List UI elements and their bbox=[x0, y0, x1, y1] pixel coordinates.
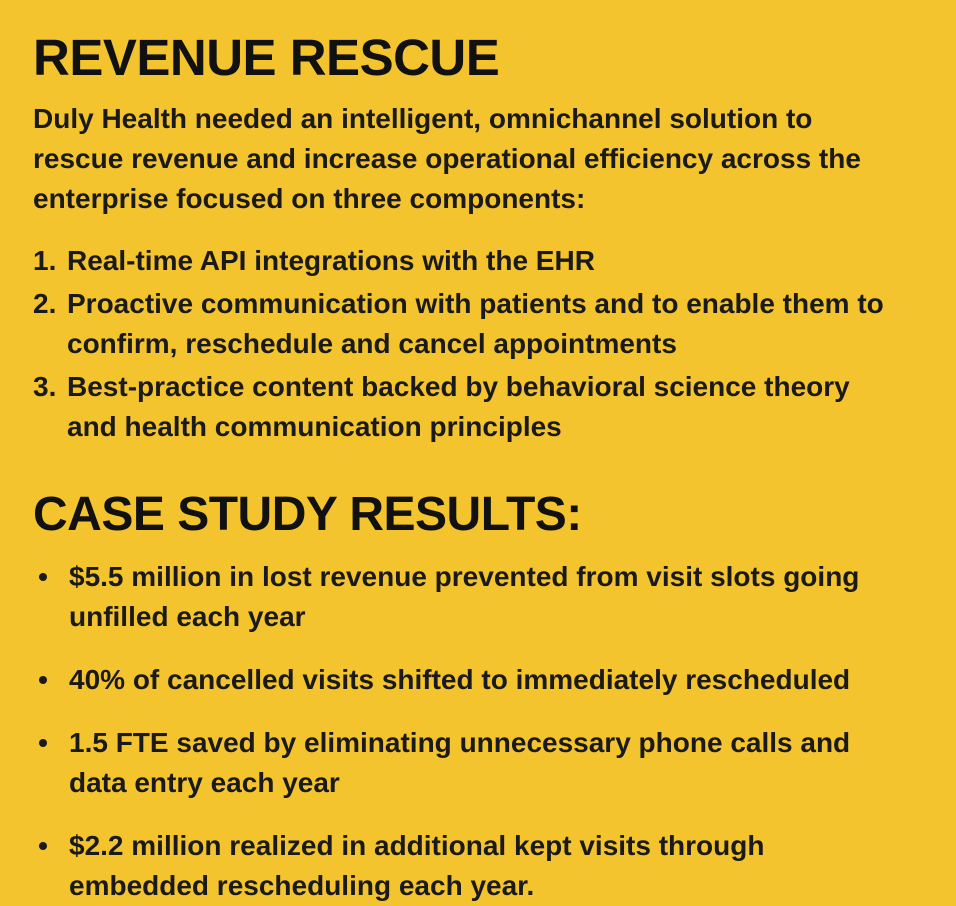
bullet-icon bbox=[39, 739, 47, 747]
list-item-text: Proactive communication with patients an… bbox=[67, 288, 884, 359]
list-item-number: 1. bbox=[33, 245, 57, 276]
list-item: $5.5 million in lost revenue prevented f… bbox=[33, 557, 906, 637]
revenue-rescue-title: REVENUE RESCUE bbox=[33, 29, 500, 86]
list-item-number: 2. bbox=[33, 288, 57, 319]
components-list: 1. Real-time API integrations with the E… bbox=[33, 241, 906, 447]
bullet-icon bbox=[39, 676, 47, 684]
bullet-text: 1.5 FTE saved by eliminating unnecessary… bbox=[69, 727, 851, 798]
bullet-text: $2.2 million realized in additional kept… bbox=[69, 830, 765, 901]
revenue-rescue-panel: REVENUE RESCUE Duly Health needed an int… bbox=[33, 29, 906, 901]
case-study-results-title: CASE STUDY RESULTS: bbox=[33, 488, 582, 541]
list-item: 3. Best-practice content backed by behav… bbox=[33, 367, 906, 447]
list-item-number: 3. bbox=[33, 371, 57, 402]
list-item: 40% of cancelled visits shifted to immed… bbox=[33, 660, 906, 700]
bullet-icon bbox=[39, 573, 47, 581]
list-item: $2.2 million realized in additional kept… bbox=[33, 826, 906, 906]
list-item: 1. Real-time API integrations with the E… bbox=[33, 241, 906, 281]
list-item-text: Real-time API integrations with the EHR bbox=[67, 245, 595, 276]
list-item: 1.5 FTE saved by eliminating unnecessary… bbox=[33, 723, 906, 803]
bullet-text: $5.5 million in lost revenue prevented f… bbox=[69, 561, 860, 632]
bullet-icon bbox=[39, 842, 47, 850]
list-item: 2. Proactive communication with patients… bbox=[33, 284, 906, 364]
bullet-text: 40% of cancelled visits shifted to immed… bbox=[69, 664, 851, 695]
intro-paragraph: Duly Health needed an intelligent, omnic… bbox=[33, 103, 861, 214]
results-list: $5.5 million in lost revenue prevented f… bbox=[33, 557, 906, 906]
list-item-text: Best-practice content backed by behavior… bbox=[67, 371, 850, 442]
